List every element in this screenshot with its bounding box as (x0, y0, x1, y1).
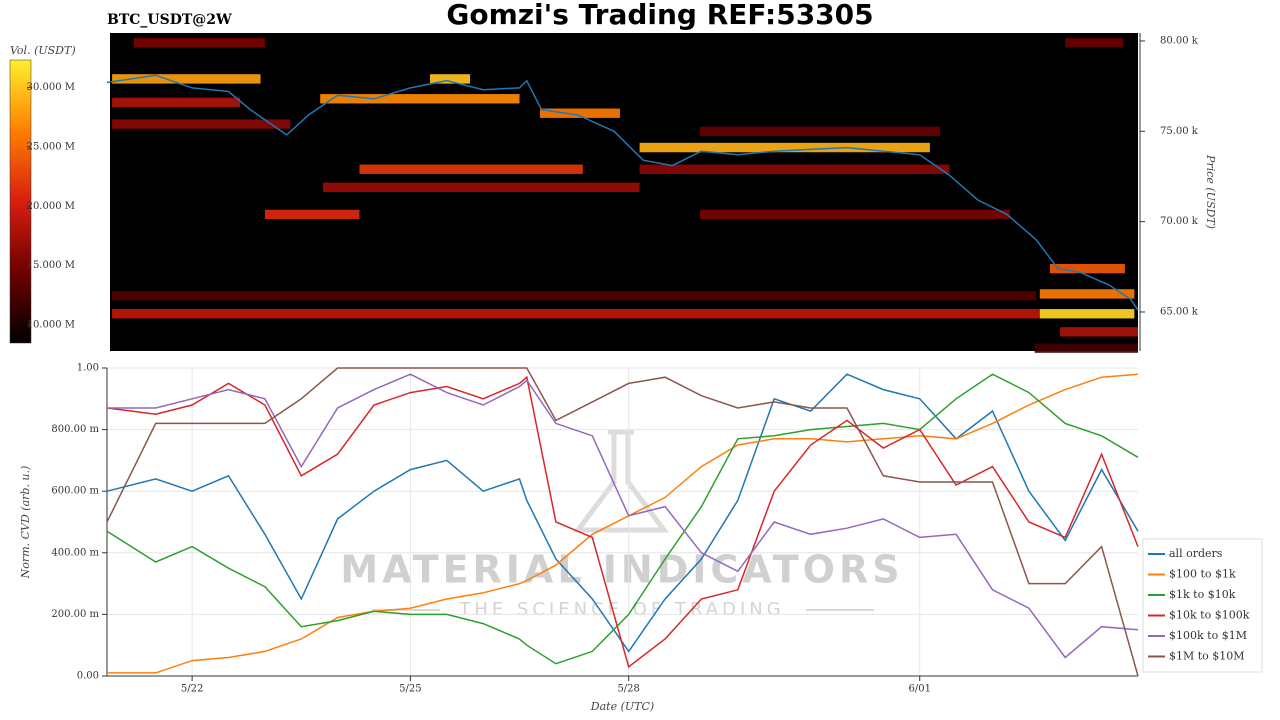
liquidity-band (699, 126, 941, 136)
y-axis-label: Price (USDT) (1204, 154, 1217, 229)
x-tick-label: 5/22 (181, 684, 203, 695)
liquidity-band (320, 94, 520, 104)
colorbar-tick-label: 15.000 M (27, 260, 75, 271)
colorbar-tick-label: 10.000 M (27, 320, 75, 331)
watermark: MATERIAL INDICATORS (340, 548, 903, 592)
colorbar-label: Vol. (USDT) (10, 44, 76, 57)
legend-label: all orders (1169, 547, 1223, 560)
liquidity-band (639, 164, 950, 174)
legend-box (1142, 538, 1263, 673)
liquidity-band (112, 74, 261, 84)
legend-label: $1k to $10k (1169, 588, 1236, 601)
x-tick-label: 5/28 (617, 684, 639, 695)
liquidity-band (699, 209, 1010, 220)
liquidity-band (264, 209, 360, 220)
x-tick-label: 5/25 (399, 684, 421, 695)
price-line (106, 74, 1139, 311)
legend-label: $1M to $10M (1169, 650, 1245, 663)
legend-label: $100 to $1k (1169, 568, 1236, 581)
watermark-tagline: THE SCIENCE OF TRADING (458, 599, 784, 620)
watermark-icon (573, 429, 669, 533)
cvd-line (106, 373, 1139, 665)
liquidity-band (1039, 309, 1135, 319)
cvd-line (106, 375, 1139, 669)
y-tick-label: 400.00 m (51, 547, 99, 558)
liquidity-band (323, 182, 640, 192)
colorbar (9, 59, 32, 344)
y-tick-label: 1.00 (77, 363, 99, 374)
liquidity-band (639, 142, 930, 153)
liquidity-band (430, 74, 471, 84)
y-tick-label: 80.00 k (1160, 35, 1199, 46)
y-tick-label: 800.00 m (51, 424, 99, 435)
y-tick-label: 65.00 k (1160, 306, 1199, 317)
liquidity-band (539, 108, 620, 118)
x-tick-label: 6/01 (908, 684, 930, 695)
cvd-line (106, 373, 1139, 653)
cvd-line (107, 373, 1139, 674)
y-axis-label: Norm. CVD (arb. u.) (19, 466, 32, 580)
liquidity-band (359, 164, 583, 174)
liquidity-band (133, 38, 265, 48)
cvd-line (107, 373, 1139, 659)
liquidity-band (112, 119, 291, 129)
legend-label: $100k to $1M (1169, 629, 1247, 642)
y-tick-label: 0.00 (77, 671, 99, 682)
colorbar-tick-label: 25.000 M (27, 141, 75, 152)
y-tick-label: 70.00 k (1160, 216, 1199, 227)
y-tick-label: 200.00 m (51, 609, 99, 620)
y-tick-label: 600.00 m (51, 486, 99, 497)
y-tick-label: 75.00 k (1160, 126, 1199, 137)
cvd-line (106, 367, 1139, 677)
liquidity-band (1034, 343, 1138, 353)
liquidity-band (112, 291, 1037, 301)
liquidity-band (1065, 38, 1124, 48)
legend-label: $10k to $100k (1169, 609, 1250, 622)
liquidity-band (112, 97, 241, 108)
chart-subtitle: BTC_USDT@2W (107, 12, 232, 28)
colorbar-tick-label: 30.000 M (27, 82, 75, 93)
liquidity-band (1039, 289, 1135, 299)
liquidity-band (112, 309, 1040, 319)
liquidity-band (1060, 327, 1138, 337)
x-axis-label: Date (UTC) (590, 700, 654, 713)
page-title: Gomzi's Trading REF:53305 (446, 0, 873, 31)
liquidity-band (1049, 263, 1125, 274)
colorbar-tick-label: 20.000 M (27, 201, 75, 212)
